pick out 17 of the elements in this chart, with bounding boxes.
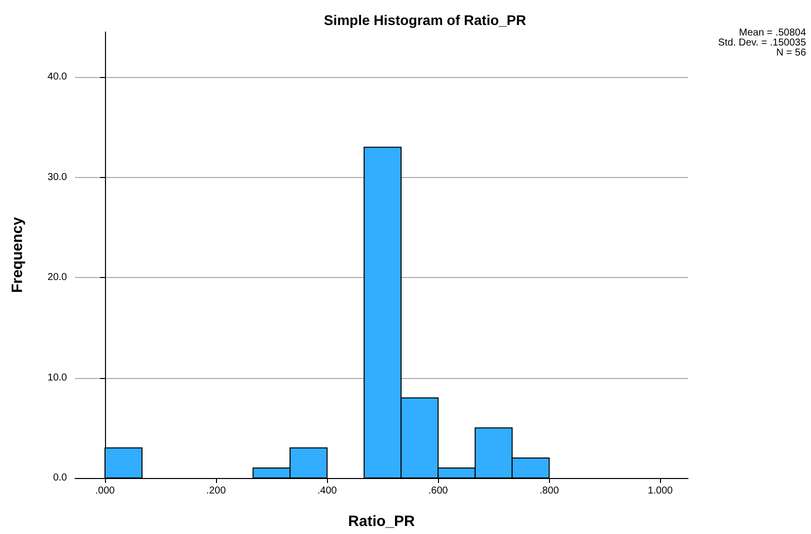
y-tick-label: 40.0 [48,72,68,83]
text: N = 56 [776,48,806,58]
x-tick-label: .800 [539,486,560,496]
text: Std. Dev. = .150035 [718,38,806,48]
x-tick-label: 1.000 [648,486,674,496]
x-tick-label: .200 [206,486,226,496]
x-tick-label: .600 [428,486,448,496]
x-tick-label: .400 [317,486,338,496]
x-tick-label: .000 [95,486,116,496]
y-tick-label: 30.0 [48,172,68,183]
y-tick-label: 0.0 [53,472,68,484]
y-tick-label: 10.0 [48,372,68,384]
y-axis-title: Frequency [9,216,26,293]
y-tick-label: 20.0 [48,272,68,284]
chart-title: Simple Histogram of Ratio_PR [324,12,526,28]
x-axis-title: Ratio_PR [348,513,416,530]
text: Mean = .50804 [739,28,806,38]
